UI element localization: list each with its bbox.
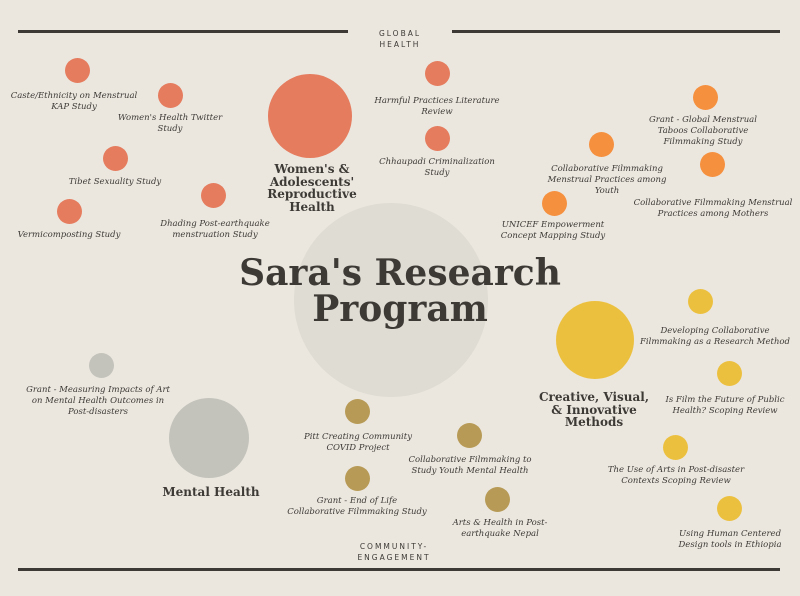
project-label-p11: Collaborative Filmmaking Menstrual Pract…: [633, 198, 793, 219]
project-label-p13: Is Film the Future of Public Health? Sco…: [665, 395, 785, 416]
project-label-p2: Women's Health Twitter Study: [117, 113, 223, 134]
project-dot-p13: [717, 361, 742, 386]
project-dot-p5: [201, 183, 226, 208]
creative-methods-circle: [556, 301, 634, 379]
project-dot-p6: [425, 61, 450, 86]
project-label-p15: Using Human Centered Design tools in Eth…: [678, 529, 782, 550]
project-label-p19: Grant - End of Life Collaborative Filmma…: [287, 496, 427, 517]
project-label-p18: Collaborative Filmmaking to Study Youth …: [408, 455, 532, 476]
project-label-p14: The Use of Arts in Post-disaster Context…: [607, 465, 745, 486]
project-dot-p17: [345, 399, 370, 424]
mental-health-circle: [169, 398, 249, 478]
community-engagement-header: COMMUNITY- ENGAGEMENT: [357, 542, 431, 562]
theme-mental-health: Mental Health: [162, 485, 260, 499]
project-dot-p19: [345, 466, 370, 491]
project-label-p4: Vermicomposting Study: [17, 230, 121, 240]
project-dot-p15: [717, 496, 742, 521]
project-label-p7: Chhaupadi Criminalization Study: [379, 157, 495, 178]
reproductive-health-circle: [268, 74, 352, 158]
top-rule-right: [452, 30, 780, 33]
project-dot-p3: [103, 146, 128, 171]
project-dot-p14: [663, 435, 688, 460]
project-dot-p10: [693, 85, 718, 110]
top-rule-left: [18, 30, 348, 33]
project-label-p12: Developing Collaborative Filmmaking as a…: [640, 326, 790, 347]
theme-reproductive-health: Women's & Adolescents' Reproductive Heal…: [267, 162, 357, 214]
project-label-p8: Collaborative Filmmaking Menstrual Pract…: [547, 164, 667, 196]
project-dot-p8: [589, 132, 614, 157]
project-label-p3: Tibet Sexuality Study: [68, 177, 162, 187]
project-dot-p18: [457, 423, 482, 448]
project-label-p1: Caste/Ethnicity on Menstrual KAP Study: [10, 91, 138, 112]
global-health-header: GLOBAL HEALTH: [378, 29, 422, 49]
project-dot-p1: [65, 58, 90, 83]
project-dot-p20: [485, 487, 510, 512]
center-circle: [294, 203, 488, 397]
project-label-p20: Arts & Health in Post- earthquake Nepal: [452, 518, 548, 539]
program-title: Sara's Research Program: [239, 252, 561, 330]
project-dot-p7: [425, 126, 450, 151]
project-label-p17: Pitt Creating Community COVID Project: [303, 432, 412, 453]
project-dot-p4: [57, 199, 82, 224]
project-label-p5: Dhading Post-earthquake menstruation Stu…: [160, 219, 270, 240]
project-dot-p16: [89, 353, 114, 378]
bottom-rule: [18, 568, 780, 571]
theme-creative-methods: Creative, Visual, & Innovative Methods: [539, 390, 649, 429]
project-dot-p2: [158, 83, 183, 108]
project-dot-p11: [700, 152, 725, 177]
project-label-p6: Harmful Practices Literature Review: [374, 96, 500, 117]
project-dot-p12: [688, 289, 713, 314]
project-label-p16: Grant - Measuring Impacts of Art on Ment…: [26, 385, 170, 417]
project-label-p9: UNICEF Empowerment Concept Mapping Study: [500, 220, 606, 241]
project-dot-p9: [542, 191, 567, 216]
project-label-p10: Grant - Global Menstrual Taboos Collabor…: [649, 115, 757, 147]
